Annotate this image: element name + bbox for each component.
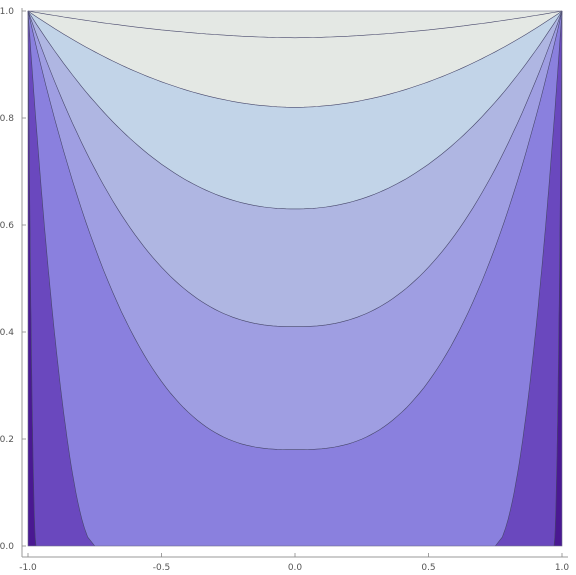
contour-lines	[27, 10, 563, 547]
contour-line-3	[27, 10, 563, 210]
y-tick-label: 0.4	[0, 328, 14, 338]
x-tick-label: 1.0	[555, 563, 570, 573]
x-tick-label: -0.5	[153, 563, 171, 573]
x-ticks: -1.0 -0.5 0.0 0.5 1.0	[19, 553, 569, 573]
plot-frame	[27, 10, 563, 547]
contour-line-2	[27, 10, 563, 327]
contour-line-5	[27, 10, 563, 39]
x-tick-label: 0.5	[421, 563, 435, 573]
y-tick-label: 0.2	[0, 435, 14, 445]
y-tick-label: 1.0	[0, 7, 14, 17]
y-tick-label: 0.6	[0, 221, 14, 231]
contour-line-left-1	[27, 10, 96, 547]
x-tick-label: 0.0	[288, 563, 303, 573]
contour-bands	[28, 11, 562, 546]
contour-line-1	[27, 10, 563, 450]
y-ticks: 0.0 0.2 0.4 0.6 0.8 1.0	[0, 7, 26, 552]
contour-line-4	[27, 10, 563, 108]
y-tick-label: 0.8	[0, 114, 14, 124]
band-7	[28, 11, 562, 108]
y-tick-label: 0.0	[0, 542, 14, 552]
contour-line-right-0	[553, 10, 563, 547]
band-8	[28, 11, 562, 38]
contour-line-left-0	[27, 10, 37, 547]
x-tick-label: -1.0	[19, 563, 37, 573]
contour-line-right-1	[495, 10, 563, 547]
